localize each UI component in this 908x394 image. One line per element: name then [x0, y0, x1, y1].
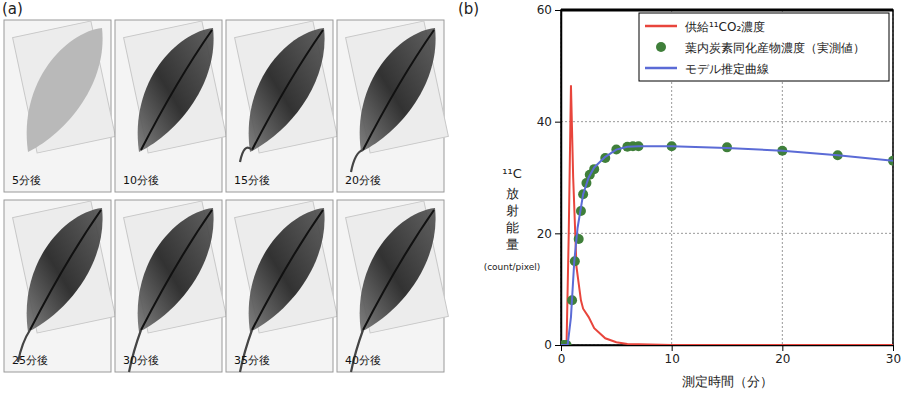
leaf — [249, 208, 325, 332]
legend-label: 葉内炭素同化産物濃度（実測値） — [685, 41, 865, 55]
plot-frame-top — [561, 9, 893, 12]
midrib — [252, 30, 323, 150]
stem — [351, 150, 363, 172]
caption: 10分後 — [123, 174, 159, 187]
stem — [240, 148, 252, 162]
sheet — [124, 21, 227, 153]
tick-mark — [555, 122, 561, 123]
legend-marker — [656, 42, 666, 52]
caption: 5分後 — [12, 174, 41, 187]
tick: 10 — [665, 345, 680, 366]
y-axis-title: (count/pixel) — [484, 262, 541, 272]
caption: 15分後 — [234, 174, 270, 187]
legend-label: 供給¹¹CO₂濃度 — [685, 20, 765, 34]
sheet — [346, 21, 449, 153]
panel-label: (b) — [458, 0, 479, 18]
grid-line — [561, 10, 893, 11]
tick-label: 10 — [665, 352, 680, 366]
autoradiograph: 35分後 — [226, 200, 337, 372]
data-line — [561, 85, 893, 345]
sheet — [13, 21, 116, 153]
tick-mark — [555, 345, 561, 346]
caption: 25分後 — [12, 354, 48, 367]
midrib — [363, 210, 434, 330]
midrib — [30, 210, 101, 330]
y-axis-title: ¹¹C — [502, 166, 522, 181]
legend-label: モデル推定曲線 — [685, 62, 769, 76]
caption: 20分後 — [345, 174, 381, 187]
midrib — [141, 30, 212, 150]
tick-label: 40 — [537, 115, 552, 129]
leaf — [249, 28, 325, 152]
autoradiograph: 10分後 — [115, 20, 226, 192]
panel-label: (a) — [2, 0, 23, 18]
leaf — [138, 208, 214, 332]
sheet — [124, 201, 227, 333]
sheet — [346, 201, 449, 333]
tick-label: 30 — [886, 352, 901, 366]
tick: 40 — [537, 115, 561, 129]
sheet — [235, 21, 338, 153]
chart: 0 10 20 30 0 20 40 60 供給¹¹CO₂濃度葉内炭素同化産物濃度（実測値） モデ… — [484, 3, 902, 389]
tick-label: 60 — [537, 3, 552, 17]
tick-mark — [893, 345, 894, 351]
x-axis: 0 10 20 30 — [558, 345, 901, 366]
grid-line — [561, 233, 893, 234]
tick: 0 — [558, 345, 566, 366]
tick-label: 0 — [558, 352, 566, 366]
caption: 40分後 — [345, 354, 381, 367]
midrib — [141, 210, 212, 330]
tick-mark — [555, 233, 561, 234]
autoradiograph: 25分後 — [4, 200, 115, 372]
tick-mark — [555, 10, 561, 11]
tick: 30 — [886, 345, 901, 366]
leaf — [360, 208, 436, 332]
legend-marker — [645, 25, 677, 28]
leaf — [27, 28, 103, 152]
data-line — [561, 146, 893, 345]
midrib — [363, 30, 434, 150]
autoradiograph: 5分後 — [4, 20, 115, 192]
x-axis-title: 測定時間（分） — [682, 374, 773, 389]
tick: 20 — [537, 227, 561, 241]
caption: 30分後 — [123, 354, 159, 367]
tick-mark — [672, 345, 673, 351]
tick: 0 — [544, 338, 561, 352]
legend-marker — [645, 67, 677, 70]
figure: (a) 5分後 10分後 15分後 20分後 25分後 30分後 35分後 40分後 (b) 0 10… — [0, 0, 908, 394]
autoradiograph: 15分後 — [226, 20, 337, 192]
legend-box — [639, 13, 889, 81]
tick-label: 20 — [775, 352, 790, 366]
tick: 20 — [775, 345, 790, 366]
autoradiograph: 40分後 — [337, 200, 448, 372]
autoradiograph: 30分後 — [115, 200, 226, 372]
tick-mark — [782, 345, 783, 351]
marks — [561, 85, 893, 345]
midrib — [252, 210, 323, 330]
sheet — [235, 201, 338, 333]
y-axis: 0 20 40 60 — [537, 3, 562, 352]
y-axis-title: 放射能量 — [506, 186, 519, 252]
tick: 60 — [537, 3, 561, 17]
legend: 供給¹¹CO₂濃度葉内炭素同化産物濃度（実測値） モデル推定曲線 — [639, 13, 889, 81]
leaf — [360, 28, 436, 152]
plot-frame — [561, 10, 893, 345]
sheet — [13, 201, 116, 333]
grid — [561, 10, 893, 345]
tick-label: 0 — [544, 338, 552, 352]
caption: 35分後 — [234, 354, 270, 367]
grid-line — [561, 121, 893, 122]
tick-mark — [561, 345, 562, 351]
tick-label: 20 — [537, 227, 552, 241]
leaf — [138, 28, 214, 152]
leaf — [27, 208, 103, 332]
autoradiograph: 20分後 — [337, 20, 448, 192]
